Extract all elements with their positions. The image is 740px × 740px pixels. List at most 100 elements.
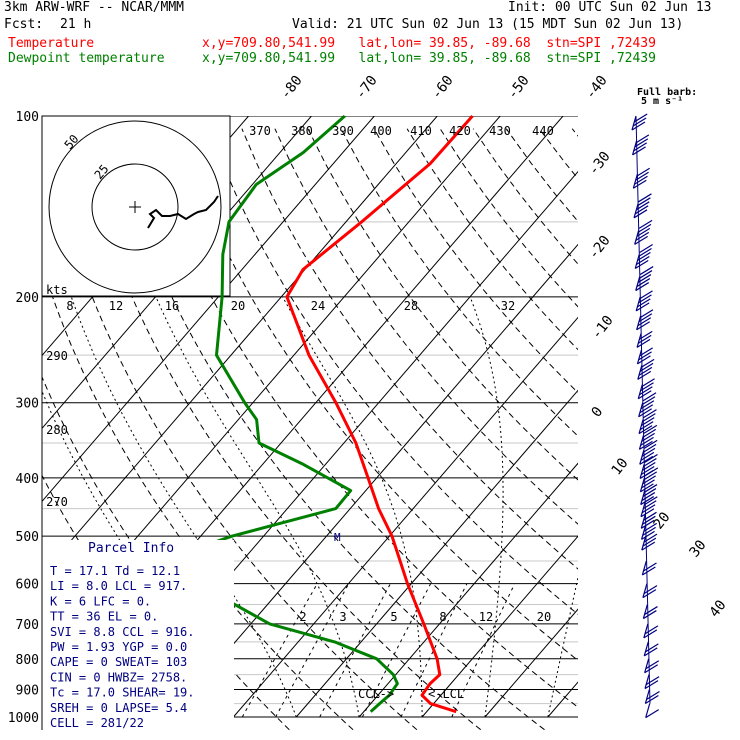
- dry-adiabat: [142, 128, 578, 708]
- dry-adiabat: [175, 128, 578, 662]
- wind-barb-flag: [637, 223, 652, 233]
- wind-barb: [638, 409, 657, 435]
- wind-barb-staff: [639, 450, 645, 465]
- wind-barb-flag: [643, 647, 658, 657]
- wind-barb-flag: [636, 298, 651, 308]
- wind-barb-staff: [644, 689, 650, 704]
- wind-barb-flag: [642, 515, 656, 525]
- theta-label: 420: [449, 124, 471, 138]
- wind-barb-flag: [643, 533, 658, 543]
- wind-barb: [642, 583, 658, 599]
- theta-label: 440: [532, 124, 554, 138]
- wind-barb-staff: [643, 641, 649, 657]
- wind-barb-staff: [636, 315, 642, 330]
- parcel-info-title: Parcel Info: [88, 541, 174, 556]
- wind-barb-flag: [634, 175, 648, 185]
- wind-barb-flag: [640, 400, 655, 410]
- wind-barb-flag: [636, 338, 651, 348]
- wind-barb: [636, 330, 653, 348]
- wind-barb: [644, 689, 660, 705]
- pressure-tick-label: 400: [16, 472, 39, 487]
- ccl-marker: CCL->: [358, 687, 394, 701]
- dry-adiabat: [373, 128, 578, 394]
- wind-barb-flag: [640, 483, 654, 493]
- temperature-location: x,y=709.80,541.99 lat,lon= 39.85, -89.68…: [202, 36, 656, 51]
- wind-barb-flag: [639, 386, 653, 396]
- wind-barb-flag: [631, 121, 646, 131]
- wind-barb-flag: [636, 278, 651, 288]
- pressure-tick-label: 100: [16, 110, 39, 125]
- temperature-legend-label: Temperature: [8, 36, 95, 51]
- barb-legend-title: Full barb:: [637, 87, 697, 98]
- isotherm-label: -30: [586, 149, 614, 179]
- wind-scale-label: 16: [165, 299, 179, 313]
- dry-adiabat: [340, 128, 578, 437]
- dry-adiabat: [76, 128, 482, 730]
- wind-barb: [636, 347, 653, 365]
- wind-barb-staff: [636, 333, 642, 348]
- wind-barb-flag: [645, 676, 660, 686]
- wind-barb: [644, 658, 660, 674]
- wind-barb-flag: [634, 205, 649, 215]
- isotherm-label: -50: [505, 73, 533, 103]
- wind-barb-staff: [638, 419, 644, 434]
- theta-label: 270: [46, 495, 68, 509]
- wind-barb-flag: [638, 408, 652, 418]
- wind-barb-flag: [641, 432, 655, 442]
- parcel-m-marker: M: [334, 531, 341, 544]
- wind-barb-flag: [638, 294, 652, 304]
- dry-adiabat: [274, 128, 578, 525]
- wind-barb-staff: [640, 502, 646, 517]
- wind-barb-flag: [635, 302, 650, 312]
- moist-adiabat: [469, 296, 504, 718]
- mixing-ratio-line: [319, 583, 391, 718]
- parcel-info-row: SVI = 8.8 CCL = 916.: [50, 625, 195, 639]
- parcel-info-row: Tc = 17.0 SHEAR= 19.: [50, 686, 195, 700]
- wind-barb-flag: [634, 138, 649, 148]
- wind-scale-label: 24: [311, 299, 325, 313]
- wind-barb-flag: [642, 461, 656, 471]
- dry-adiabat: [109, 128, 545, 730]
- wind-barb: [639, 453, 658, 479]
- dewpoint-line: [145, 114, 399, 713]
- barb-legend-unit: 5 m s⁻¹: [641, 96, 683, 107]
- wind-barb: [634, 219, 653, 245]
- wind-barb-flag: [642, 488, 657, 498]
- wind-barb-flag: [641, 479, 655, 489]
- isotherm-line: [547, 681, 578, 718]
- parcel-info-row: T = 17.1 Td = 12.1: [50, 564, 180, 578]
- isotherm-line: [421, 535, 578, 718]
- wind-barb-flag: [640, 496, 655, 506]
- theta-label: 280: [46, 423, 68, 437]
- wind-barb-flag: [640, 436, 654, 446]
- wind-barb-flag: [643, 409, 657, 419]
- wind-barb-flag: [642, 500, 657, 510]
- wind-barb-flag: [643, 484, 658, 494]
- wind-scale-label: 32: [501, 299, 515, 313]
- wind-barb: [642, 604, 658, 620]
- wind-barb-staff: [643, 623, 649, 639]
- wind-barb-flag: [640, 417, 655, 427]
- wind-barb-flag: [633, 179, 647, 189]
- wind-barb-flag: [638, 330, 653, 340]
- wind-barb-flag: [639, 421, 654, 431]
- wind-barb-flag: [646, 690, 660, 701]
- wind-barb-flag: [642, 526, 656, 536]
- parcel-info-row: TT = 36 EL = 0.: [50, 610, 158, 624]
- wind-barb-flag: [640, 358, 655, 368]
- wind-barb: [641, 560, 657, 576]
- wind-barb-flag: [643, 610, 657, 620]
- wind-barb-flag: [645, 643, 659, 653]
- isotherm-line: [295, 389, 578, 718]
- wind-barb-flag: [635, 231, 650, 241]
- wind-barb: [635, 266, 654, 292]
- isotherm-label: 10: [609, 455, 632, 478]
- wind-barb-flag: [637, 390, 652, 400]
- wind-barb-staff: [644, 658, 650, 673]
- wind-barb-flag: [639, 362, 654, 372]
- wind-barb-flag: [639, 455, 654, 465]
- pressure-tick-label: 200: [16, 291, 39, 306]
- wind-barb: [640, 511, 657, 529]
- wind-barb-flag: [633, 209, 648, 219]
- wind-barb-flag: [638, 313, 653, 323]
